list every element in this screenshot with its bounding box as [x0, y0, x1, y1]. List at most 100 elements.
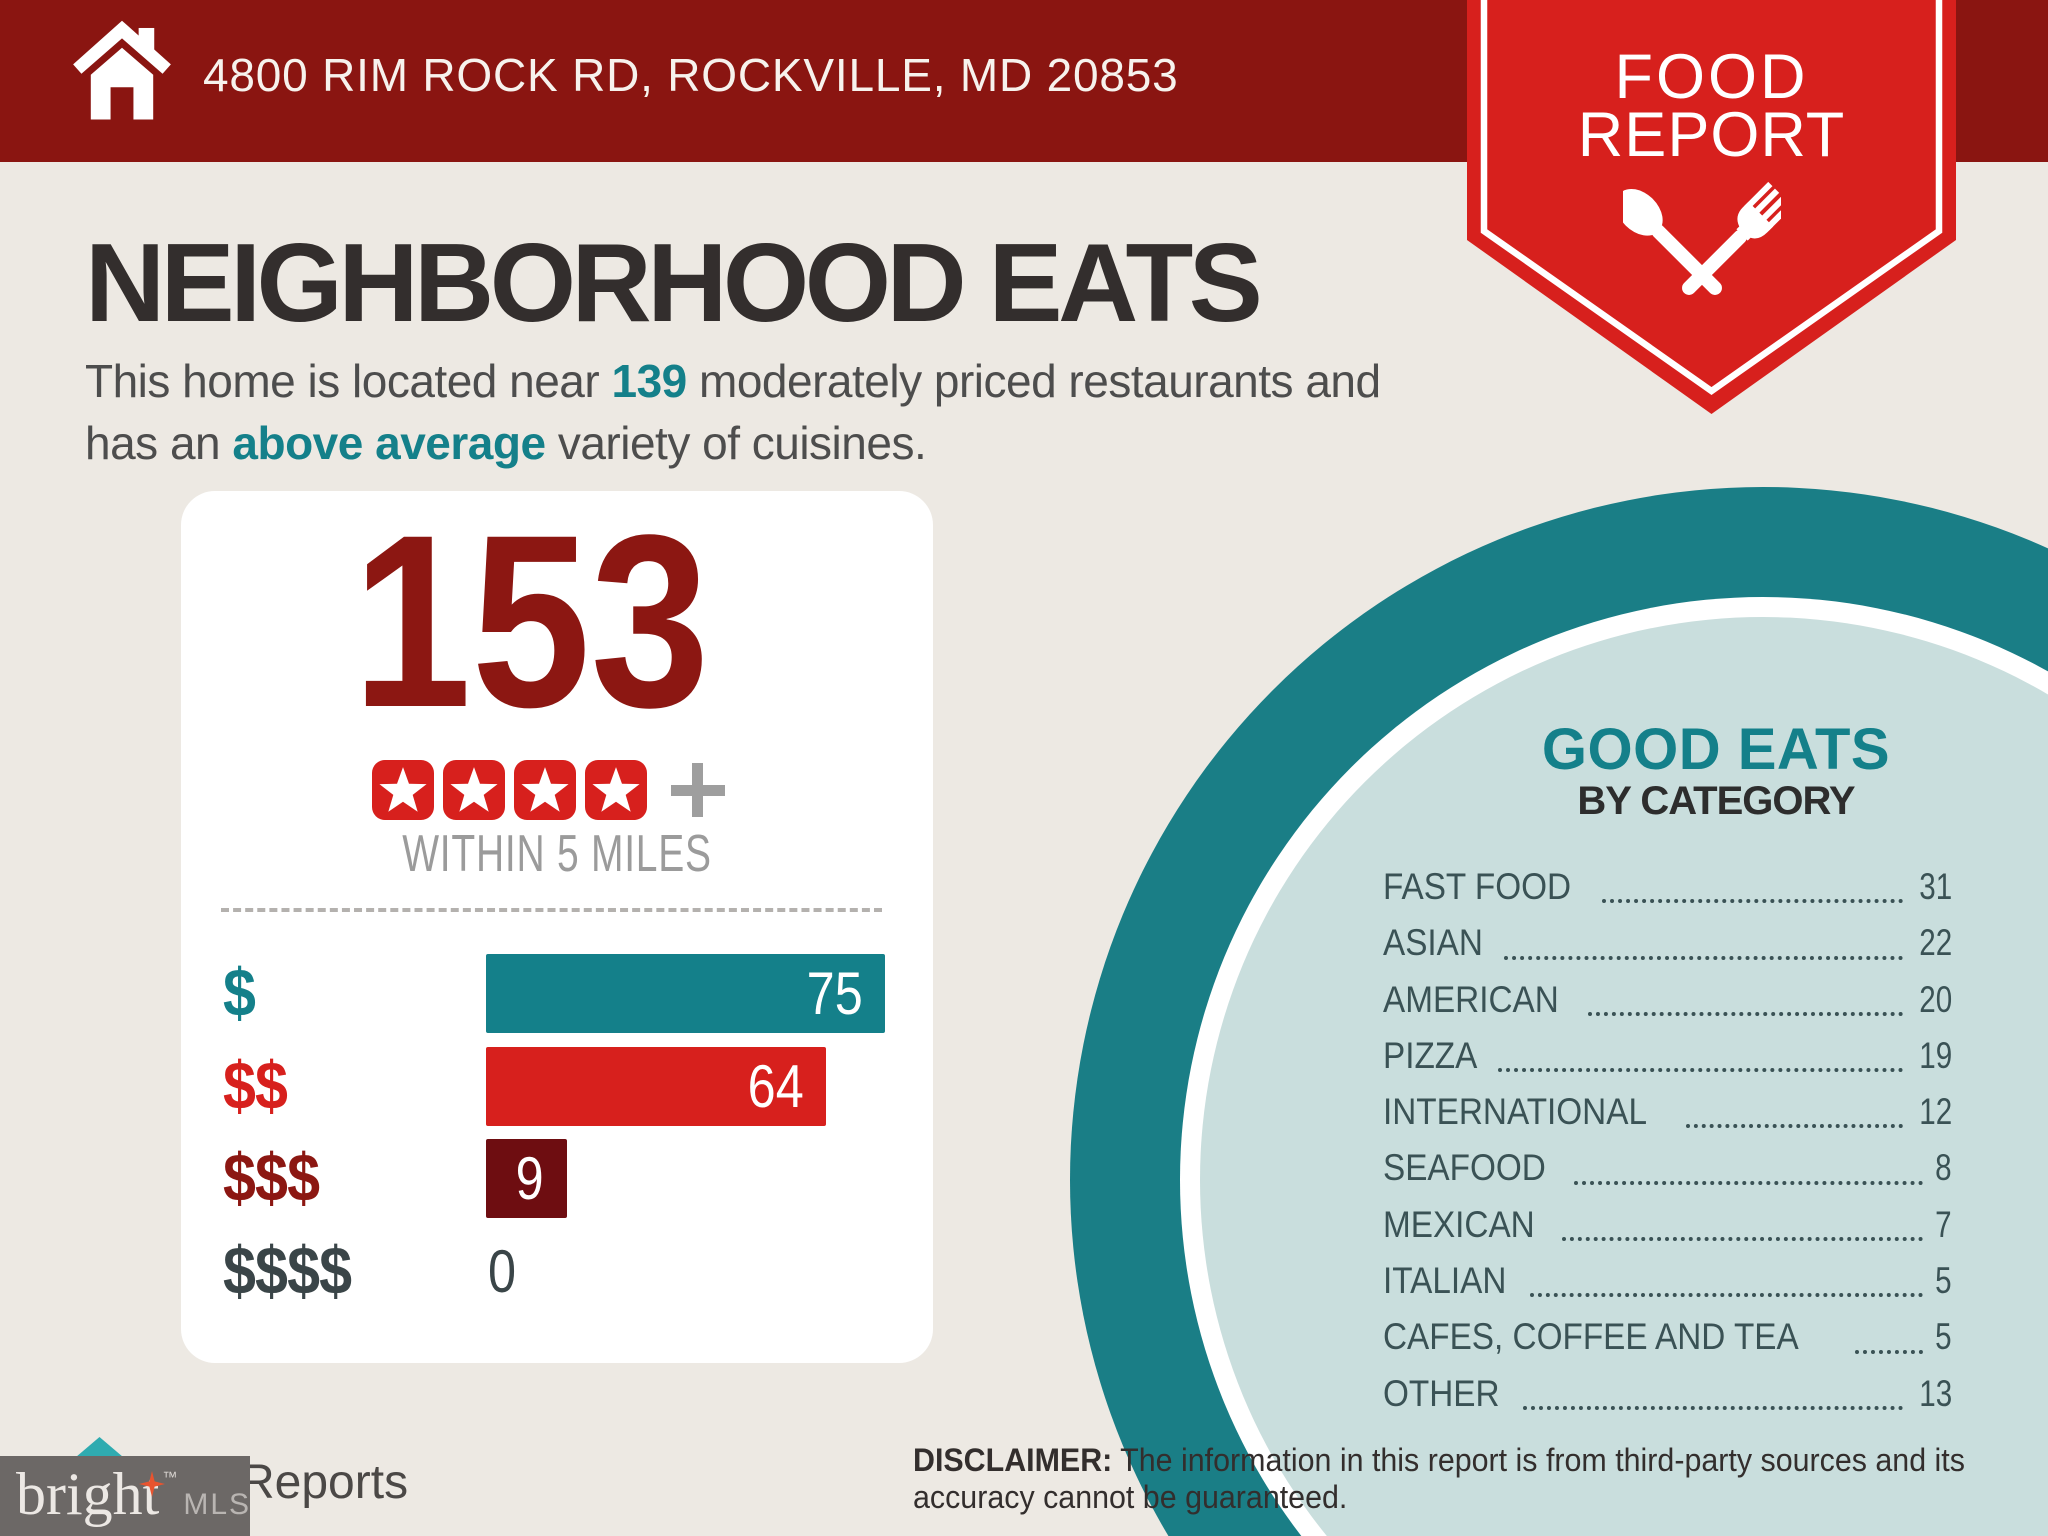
category-value: 19	[1919, 1034, 1952, 1076]
category-label: ASIAN	[1383, 922, 1483, 964]
category-value: 31	[1919, 866, 1952, 907]
star-icon	[584, 760, 647, 820]
variety-highlight: above average	[232, 417, 546, 469]
category-label: PIZZA	[1383, 1034, 1478, 1076]
category-row: ASIAN 22	[1383, 915, 1952, 971]
plus-icon	[670, 763, 725, 817]
star-glyph	[520, 767, 569, 812]
price-tier-label: $$	[223, 1047, 288, 1124]
price-bar: 9	[486, 1139, 567, 1218]
good-eats-subtitle: BY CATEGORY	[1577, 779, 1855, 823]
category-value: 5	[1935, 1260, 1952, 1302]
category-value: 5	[1935, 1316, 1952, 1358]
dotted-leader	[1588, 1011, 1903, 1016]
ribbon-banner-shape	[1467, 0, 1956, 414]
price-tier-label: $$$$	[223, 1232, 352, 1309]
category-value: 7	[1935, 1203, 1952, 1245]
page-title: NEIGHBORHOOD EATS	[85, 221, 1263, 345]
price-row-3: $$$ 9	[181, 1139, 933, 1218]
category-label: FAST FOOD	[1383, 866, 1572, 907]
category-value: 8	[1935, 1147, 1952, 1189]
star-glyph	[378, 767, 427, 812]
dotted-leader	[1530, 1293, 1924, 1298]
dotted-leader	[1504, 955, 1903, 960]
star-icon	[442, 760, 505, 820]
ribbon-title-line2: REPORT	[1577, 100, 1846, 170]
spoon-and-fork-icon	[1623, 181, 1781, 295]
category-label: ITALIAN	[1383, 1260, 1507, 1302]
price-row-4: $$$$ 0	[181, 1232, 933, 1311]
restaurant-stats-card: 153 WITHIN 5 MILES $ 75 $$	[181, 491, 933, 1363]
mls-logo-text: MLS	[183, 1488, 252, 1521]
dotted-leader	[1561, 1237, 1924, 1242]
trademark-symbol: ™	[162, 1469, 178, 1486]
category-value: 20	[1919, 978, 1952, 1020]
category-row: SEAFOOD 8	[1383, 1140, 1952, 1196]
category-label: SEAFOOD	[1383, 1147, 1546, 1189]
category-label: MEXICAN	[1383, 1203, 1535, 1245]
star-icon	[371, 760, 434, 820]
category-value: 12	[1919, 1091, 1952, 1133]
brightmls-watermark: bright ™ MLS	[0, 1456, 250, 1536]
disclaimer-label: DISCLAIMER:	[913, 1442, 1113, 1478]
orange-spark-icon	[139, 1471, 165, 1497]
price-row-1: $ 75	[181, 954, 933, 1033]
page-subtitle: This home is located near 139 moderately…	[85, 350, 1381, 474]
subtitle-text: has an	[85, 417, 233, 469]
teal-house-icon	[76, 1437, 123, 1457]
category-row: CAFES, COFFEE AND TEA 5	[1383, 1309, 1952, 1365]
price-bar-value: 9	[515, 1145, 544, 1212]
disclaimer-text: DISCLAIMER: The information in this repo…	[913, 1442, 2034, 1516]
dotted-leader	[1497, 1068, 1903, 1073]
price-bar: 75	[486, 954, 885, 1033]
price-bar-value: 64	[747, 1052, 804, 1120]
category-row: INTERNATIONAL 12	[1383, 1084, 1952, 1140]
dashed-divider	[221, 908, 882, 912]
price-bar-value: 75	[806, 960, 863, 1027]
dotted-leader	[1602, 899, 1903, 904]
good-eats-title: GOOD EATS	[1541, 717, 1891, 782]
subtitle-text: This home is located near	[85, 355, 612, 407]
good-eats-heading: GOOD EATS BY CATEGORY	[1382, 716, 2048, 824]
ribbon-title-line1: FOOD	[1614, 42, 1809, 112]
within-miles-label: WITHIN 5 MILES	[402, 825, 712, 883]
star-glyph	[449, 767, 498, 812]
dotted-leader	[1573, 1180, 1924, 1185]
price-tier-label: $	[223, 955, 256, 1031]
star-glyph	[591, 767, 640, 812]
bright-mls-logo: bright ™ MLS	[16, 1460, 251, 1529]
price-tier-label: $$$	[223, 1140, 320, 1216]
restaurant-count: 139	[611, 355, 688, 407]
property-address: 4800 RIM ROCK RD, ROCKVILLE, MD 20853	[203, 49, 1179, 101]
reports-logo-text: Reports	[240, 1456, 409, 1509]
good-eats-category-list: FAST FOOD 31 ASIAN 22 AMERICAN 20 PIZZA 19 I…	[1383, 859, 1952, 1422]
bright-logo-text: bright	[16, 1461, 160, 1527]
price-bar-value: 0	[488, 1237, 517, 1305]
category-row: ITALIAN 5	[1383, 1253, 1952, 1309]
subtitle-text: variety of cuisines.	[545, 417, 927, 469]
category-label: OTHER	[1383, 1372, 1500, 1414]
category-label: AMERICAN	[1383, 978, 1559, 1020]
dotted-leader	[1854, 1349, 1924, 1354]
category-label: INTERNATIONAL	[1383, 1091, 1647, 1133]
category-row: OTHER 13	[1383, 1366, 1952, 1422]
category-value: 13	[1919, 1372, 1952, 1414]
category-label: CAFES, COFFEE AND TEA	[1383, 1316, 1799, 1358]
dotted-leader	[1686, 1124, 1903, 1129]
price-row-2: $$ 64	[181, 1046, 933, 1126]
category-value: 22	[1919, 922, 1952, 964]
dotted-leader	[1522, 1405, 1903, 1410]
house-icon	[73, 20, 171, 120]
price-tier-bar-chart: $ 75 $$ 64 $$$ 9 $$$$ 0	[181, 954, 933, 1324]
restaurant-total-count: 153	[352, 484, 710, 759]
food-report-ribbon: FOOD REPORT	[1467, 0, 1956, 415]
star-icon	[513, 760, 576, 820]
category-row: FAST FOOD 31	[1383, 859, 1952, 915]
category-row: MEXICAN 7	[1383, 1197, 1952, 1253]
disclaimer-body: The information in this report is from t…	[913, 1442, 1965, 1515]
category-row: PIZZA 19	[1383, 1028, 1952, 1084]
category-row: AMERICAN 20	[1383, 972, 1952, 1028]
subtitle-text: moderately priced restaurants and	[686, 355, 1381, 407]
star-rating	[172, 760, 924, 820]
